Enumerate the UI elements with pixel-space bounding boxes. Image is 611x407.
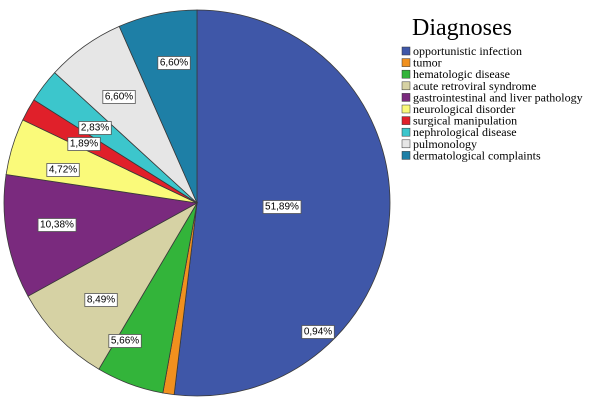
pie-value-label-text: 51,89%	[265, 202, 299, 213]
pie-value-label-text: 8,49%	[87, 295, 115, 306]
legend-label: opportunistic infection	[413, 44, 522, 58]
pie-slice-gastrointestinal-and-liver-pathology	[3, 174, 199, 297]
legend-label: acute retroviral syndrome	[413, 79, 536, 93]
pie-value-label-text: 2,83%	[81, 123, 109, 134]
pie-value-label: 51,89%	[262, 200, 302, 214]
legend-label: surgical manipulation	[413, 114, 517, 128]
pie-value-label-text: 10,38%	[40, 220, 74, 231]
legend-swatch	[401, 151, 411, 160]
legend-item: gastrointestinal and liver pathology	[401, 90, 583, 104]
pie-value-label: 0,94%	[301, 325, 335, 339]
legend-label: hematologic disease	[413, 67, 510, 81]
legend-swatch	[401, 139, 411, 149]
pie-value-label: 4,72%	[46, 163, 80, 177]
pie-value-labels: 51,89% 0,94% 5,66% 8,49% 10,38% 4,72% 1,89% 2,8…	[37, 56, 335, 348]
pie-slice-acute-retroviral-syndrome	[27, 201, 199, 370]
pie-value-label-box	[67, 137, 101, 151]
legend-label: dermatological complaints	[413, 148, 541, 162]
pie-value-label-text: 6,60%	[105, 92, 133, 103]
pie-value-label-box	[301, 325, 335, 339]
legend-item: surgical manipulation	[401, 114, 517, 128]
pie-value-label: 2,83%	[78, 121, 112, 135]
pie-value-label-box	[37, 218, 77, 232]
pie-value-label: 1,89%	[67, 137, 101, 151]
legend-item: dermatological complaints	[401, 148, 541, 162]
legend-item: pulmonology	[401, 137, 477, 151]
pie-value-label-box	[102, 90, 136, 104]
legend-item: hematologic disease	[401, 67, 510, 81]
legend-title: Diagnoses	[412, 15, 512, 41]
pie-value-label: 10,38%	[37, 218, 77, 232]
pie-value-label-text: 0,94%	[304, 327, 332, 338]
pie-value-label-box	[46, 163, 80, 177]
pie-value-label-text: 1,89%	[70, 139, 98, 150]
legend-swatch	[401, 81, 411, 91]
legend-label: neurological disorder	[413, 102, 515, 116]
legend-item: nephrological disease	[401, 125, 517, 139]
pie-value-label-box	[78, 121, 112, 135]
legend-item: tumor	[401, 56, 442, 70]
legend-label: gastrointestinal and liver pathology	[413, 90, 583, 104]
legend-swatch	[401, 116, 411, 125]
legend-label: tumor	[413, 56, 442, 70]
legend-item: neurological disorder	[401, 102, 515, 116]
legend-swatch	[401, 58, 411, 67]
pie-value-label-box	[108, 334, 142, 348]
legend: Diagnoses opportunistic infectiontumorhe…	[401, 15, 583, 162]
pie-value-label: 8,49%	[84, 293, 118, 307]
pie-value-label-text: 4,72%	[49, 165, 77, 176]
pie-value-label: 6,60%	[157, 56, 191, 70]
legend-label: nephrological disease	[413, 125, 517, 139]
pie-value-label: 6,60%	[102, 90, 136, 104]
legend-swatch	[401, 69, 411, 79]
legend-swatch	[401, 46, 411, 56]
legend-swatch	[401, 127, 411, 137]
pie-value-label-text: 6,60%	[160, 58, 188, 69]
pie-value-label-box	[262, 200, 302, 214]
legend-swatch	[401, 93, 411, 102]
legend-label: pulmonology	[413, 137, 477, 151]
pie-value-label-text: 5,66%	[111, 336, 139, 347]
pie-value-label-box	[84, 293, 118, 307]
legend-item: opportunistic infection	[401, 44, 522, 58]
legend-swatch	[401, 104, 411, 114]
pie-value-label-box	[157, 56, 191, 70]
legend-item: acute retroviral syndrome	[401, 79, 536, 93]
pie-value-label: 5,66%	[108, 334, 142, 348]
